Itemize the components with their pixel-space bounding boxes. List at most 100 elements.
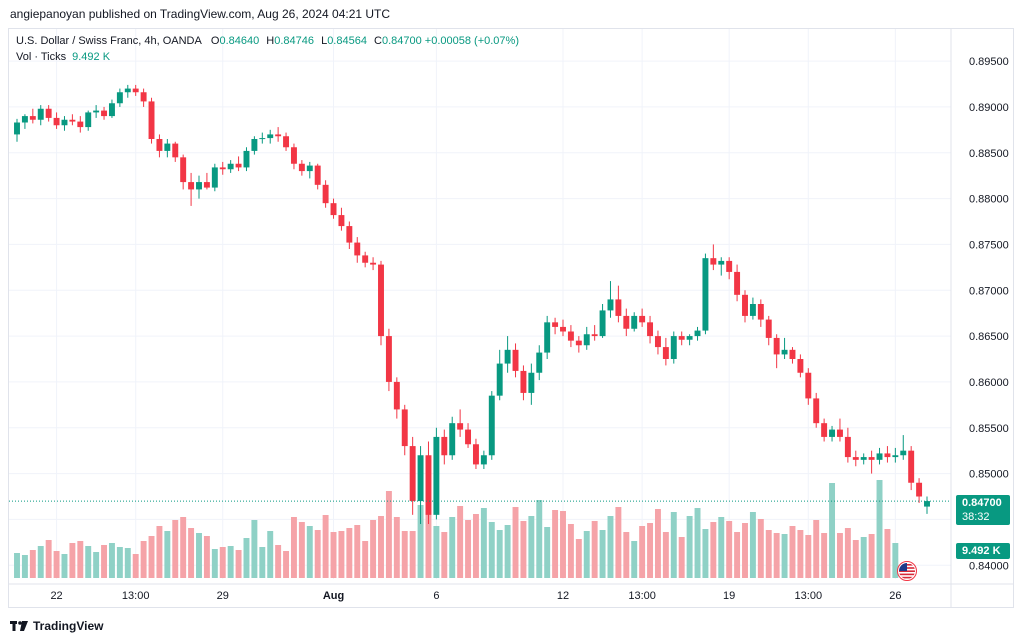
footer-brand-text: TradingView <box>33 619 104 633</box>
us-flag-icon[interactable] <box>897 561 917 581</box>
candle-body <box>623 315 630 329</box>
candle-body <box>860 457 867 460</box>
candle-body <box>852 457 859 460</box>
volume-bar <box>631 541 638 578</box>
candle-body <box>710 258 717 265</box>
volume-bar <box>702 529 709 578</box>
volume-bar <box>512 507 519 578</box>
time-axis[interactable]: 22 13:00 29 Aug 6 12 13:00 19 13:00 26 <box>50 590 901 602</box>
candle-body <box>686 336 693 340</box>
candle-body <box>132 88 139 93</box>
volume-bar <box>488 522 495 578</box>
candle-body <box>520 370 527 393</box>
candle-body <box>196 182 202 190</box>
candle-body <box>900 450 907 456</box>
low-label: L <box>321 35 328 47</box>
price-tick-label: 0.87500 <box>969 239 1009 251</box>
volume-bar <box>607 516 614 578</box>
volume-bar <box>267 531 274 578</box>
high-value: 0.84746 <box>274 35 314 47</box>
candle-body <box>338 215 345 227</box>
chart-frame[interactable]: 0.840000.845000.850000.855000.860000.865… <box>8 28 1014 608</box>
candle-body <box>472 444 479 465</box>
tradingview-logo-icon <box>10 621 28 631</box>
candle-body <box>290 147 297 164</box>
volume-bar <box>180 517 187 578</box>
price-tick-label: 0.89000 <box>969 102 1009 114</box>
candle-body <box>868 457 875 460</box>
candle-body <box>583 334 590 346</box>
candle-body <box>314 165 321 185</box>
candle-body <box>829 429 836 437</box>
symbol-title[interactable]: U.S. Dollar / Swiss Franc, 4h, OANDA <box>16 35 202 47</box>
candle-body <box>211 167 218 188</box>
volume-bar <box>678 537 685 578</box>
volume-bar <box>116 547 123 578</box>
volume-bar <box>639 526 646 578</box>
volume-bar <box>710 522 717 578</box>
price-tick-label: 0.85000 <box>969 469 1009 481</box>
candle-body <box>69 119 76 122</box>
candle-body <box>702 258 709 331</box>
volume-bar <box>670 512 677 578</box>
volume-bar <box>219 547 226 578</box>
candles <box>14 84 930 524</box>
candle-body <box>203 182 210 188</box>
candle-body <box>124 88 131 93</box>
volume-bar <box>156 526 163 578</box>
candle-body <box>14 122 20 135</box>
candle-body <box>322 184 329 204</box>
ohlc-line: U.S. Dollar / Swiss Franc, 4h, OANDA O0.… <box>16 33 519 49</box>
volume-bar <box>338 531 345 578</box>
volume-bar <box>211 549 218 578</box>
candle-body <box>417 455 424 502</box>
volume-bar <box>694 508 701 578</box>
candle-body <box>354 242 361 256</box>
candle-body <box>370 262 377 265</box>
volume-bar <box>275 545 282 578</box>
candle-body <box>101 110 108 117</box>
candle-body <box>21 116 28 123</box>
volume-bar <box>480 508 487 578</box>
candle-body <box>544 322 551 353</box>
volume-bar <box>765 530 772 578</box>
volume-bar <box>385 491 392 578</box>
candle-body <box>560 326 566 332</box>
candle-body <box>156 139 163 151</box>
volume-bar <box>101 545 108 578</box>
candle-body <box>227 163 234 170</box>
time-tick-label: 26 <box>889 590 901 602</box>
volume-bar <box>868 534 875 578</box>
candle-body <box>441 436 448 456</box>
candle-body <box>876 453 883 460</box>
volume-bar <box>836 533 843 578</box>
footer-branding[interactable]: TradingView <box>10 619 103 633</box>
candle-body <box>480 455 487 465</box>
volume-bar <box>662 532 669 578</box>
candle-body <box>488 395 495 456</box>
candle-body <box>552 322 559 327</box>
volume-label[interactable]: Vol · Ticks <box>16 51 67 63</box>
time-tick-label: 13:00 <box>628 590 656 602</box>
volume-bar <box>433 526 440 578</box>
volume-bar <box>813 520 820 578</box>
candle-body <box>259 138 266 140</box>
volume-bar <box>172 520 179 578</box>
candle-body <box>393 381 400 410</box>
time-tick-label: 22 <box>50 590 62 602</box>
volume-line: Vol · Ticks 9.492 K <box>16 49 519 65</box>
candle-body <box>504 349 511 364</box>
price-tick-label: 0.87000 <box>969 285 1009 297</box>
candle-body <box>116 92 123 104</box>
price-tick-label: 0.86000 <box>969 377 1009 389</box>
low-value: 0.84564 <box>327 35 367 47</box>
candle-body <box>37 108 44 120</box>
volume-bar <box>449 517 456 578</box>
volume-bar <box>322 515 329 578</box>
time-tick-label: 29 <box>217 590 229 602</box>
candle-body <box>742 294 748 316</box>
volume-bar <box>314 530 321 578</box>
price-tick-label: 0.84000 <box>969 560 1009 572</box>
candlestick-chart[interactable]: 0.840000.845000.850000.855000.860000.865… <box>9 29 1013 607</box>
volume-bar <box>647 523 654 578</box>
